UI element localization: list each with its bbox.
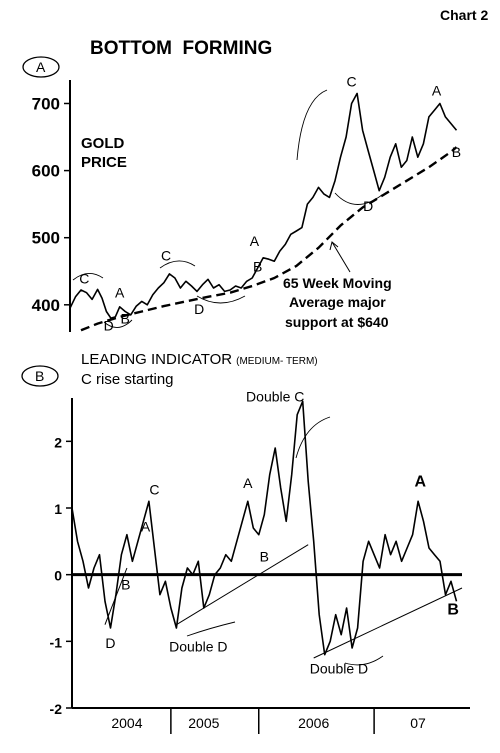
panel-b-annotation-8: Double D: [310, 660, 368, 676]
panel-b-trendline-1: [176, 544, 309, 626]
panel-a-annotation-3: B: [121, 311, 130, 327]
panel-a-marker-circle: [22, 56, 60, 78]
panel-a-bracket-c-mid: [159, 260, 196, 269]
panel-b-xtick-label-2: 2006: [298, 715, 329, 731]
panel-a-annotation-0: C: [79, 270, 89, 286]
panel-a-bracket-c-left: [72, 273, 104, 281]
panel-b-annotation-9: A: [414, 474, 426, 491]
panel-a-annotation-9: D: [363, 198, 373, 214]
panel-b-annotation-0: D: [105, 635, 115, 651]
panel-a-annotation-8: C: [347, 74, 357, 90]
panel-b-annotation-7: Double C: [246, 388, 304, 404]
panel-b-annotation-3: C: [149, 482, 159, 498]
ma-callout-line-1: 65 Week Moving: [283, 275, 392, 291]
panel-a-bracket-c-peak: [296, 89, 328, 161]
panel-b-annotation-1: B: [121, 576, 130, 592]
panel-b-marker-circle: [21, 365, 59, 387]
panel-b-ytick-label-3: 1: [54, 501, 62, 517]
panel-a-ytick-label-0: 400: [32, 296, 60, 315]
panel-b-annotation-10: B: [447, 602, 459, 619]
panel-a: A GOLD PRICE 65 Week Moving Average majo…: [22, 56, 461, 333]
panel-a-bracket-d-right: [334, 192, 383, 205]
panel-a-annotation-4: C: [161, 248, 171, 264]
panel-b-title: LEADING INDICATOR (MEDIUM- TERM): [81, 351, 318, 368]
panel-b-annotation-4: Double D: [169, 638, 227, 654]
panel-b: B LEADING INDICATOR (MEDIUM- TERM) C rise…: [21, 351, 470, 734]
panel-a-annotation-11: B: [452, 144, 461, 160]
panel-a-annotation-6: A: [250, 233, 260, 249]
main-title: BOTTOM FORMING: [90, 38, 272, 59]
panel-a-annotation-7: B: [253, 258, 262, 274]
panel-b-trendline-2: [313, 587, 463, 659]
panel-b-ytick-label-4: 2: [54, 434, 62, 450]
panel-a-marker: A: [36, 59, 46, 75]
panel-b-ytick-label-1: -1: [50, 634, 63, 650]
panel-b-xtick-label-3: 07: [410, 715, 426, 731]
panel-b-ytick-label-2: 0: [54, 568, 62, 584]
panel-b-bracket-double-d-right: [344, 655, 384, 666]
panel-a-bracket-d-mid: [196, 295, 246, 304]
ma-callout-line-2: Average major: [289, 294, 386, 310]
panel-a-ytick-label-1: 500: [32, 229, 60, 248]
panel-a-annotation-2: A: [115, 284, 125, 300]
panel-b-subtitle: C rise starting: [81, 371, 174, 388]
panel-a-series-1-line: [80, 146, 458, 332]
panel-a-ytick-label-3: 700: [32, 94, 60, 113]
panel-a-title-line-1: GOLD: [81, 135, 124, 152]
panel-b-xtick-label-1: 2005: [188, 715, 219, 731]
panel-a-bracket-d-left: [103, 319, 133, 328]
chart-label: Chart 2: [440, 7, 488, 23]
panel-b-series-0-line: [71, 400, 458, 656]
panel-a-ytick-label-2: 600: [32, 162, 60, 181]
panel-b-bracket-double-c: [295, 416, 331, 459]
panel-b-xtick-label-0: 2004: [111, 715, 142, 731]
panel-a-annotation-5: D: [194, 301, 204, 317]
panel-b-annotation-2: A: [141, 518, 151, 534]
panel-a-title-line-2: PRICE: [81, 154, 127, 171]
panel-b-title-main: LEADING INDICATOR: [81, 351, 232, 368]
panel-a-series-0-line: [69, 92, 458, 320]
panel-b-title-suffix: (MEDIUM- TERM): [236, 356, 317, 367]
panel-b-annotation-6: B: [260, 548, 269, 564]
panel-b-ytick-label-0: -2: [50, 701, 63, 717]
panel-b-annotation-5: A: [243, 475, 253, 491]
ma-callout-arrow: [331, 241, 351, 273]
panel-b-marker: B: [35, 368, 44, 384]
ma-callout-arrowhead: [329, 241, 339, 251]
panel-b-bracket-double-d-left: [186, 621, 236, 637]
panel-a-annotation-10: A: [432, 82, 442, 98]
ma-callout-line-3: support at $640: [285, 314, 389, 330]
